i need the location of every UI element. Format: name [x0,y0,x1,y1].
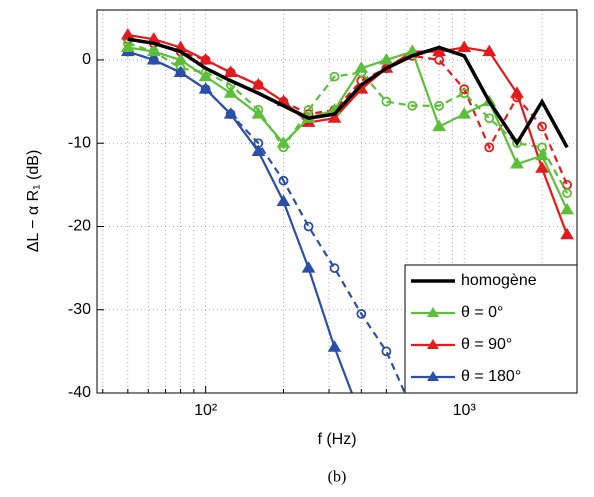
marker [173,65,188,77]
marker [198,52,213,65]
series-line [127,42,569,194]
marker [198,69,213,82]
legend-label: homogène [461,272,537,289]
marker [173,52,188,65]
marker [510,157,524,169]
marker [301,261,316,273]
marker [355,412,367,422]
y-tick-label: -10 [68,134,91,151]
y-tick-label: -40 [68,384,91,401]
marker [562,188,573,199]
marker [381,346,392,357]
marker [535,148,549,161]
marker [278,175,289,186]
marker [407,100,418,111]
y-tick-label: -30 [68,301,91,318]
marker [434,100,445,111]
marker [457,40,472,52]
legend-marker [427,307,439,317]
marker [408,406,416,414]
x-axis-label: f (Hz) [317,431,356,448]
y-tick-label: 0 [82,51,91,68]
marker [457,107,472,119]
legend-box [404,264,578,394]
marker [459,84,470,94]
marker [537,121,547,132]
y-tick-label: -20 [68,218,91,235]
marker [303,221,314,232]
marker [329,263,340,274]
marker [535,161,549,173]
marker [223,65,238,77]
marker [223,86,238,98]
legend-label: θ = 180° [461,368,521,385]
x-tick-label: 10² [194,402,218,419]
marker [276,194,291,206]
legend-label: θ = 0° [461,304,503,321]
marker [381,96,392,107]
x-tick-label: 10³ [453,402,477,419]
marker [251,77,266,90]
marker [198,82,213,94]
series-line [127,37,569,149]
marker [432,44,447,57]
marker [251,144,266,157]
marker [120,28,135,40]
legend-marker [427,339,439,349]
marker [146,52,161,65]
marker [120,40,135,52]
marker [512,138,522,149]
plot-frame [96,9,578,394]
marker [510,86,524,98]
plot-series [120,28,574,422]
marker [356,309,367,319]
series-line [127,46,569,211]
marker [484,142,495,153]
legend-label: θ = 90° [461,336,512,353]
marker [251,107,266,119]
marker [146,44,161,57]
marker [276,136,291,148]
series-line [127,50,354,393]
legend-marker [427,371,439,381]
marker [329,71,340,82]
caption: (b) [328,469,347,486]
marker [327,340,342,352]
marker [354,61,369,73]
marker [379,52,394,65]
y-axis-label: ΔL − α R₁ (dB) [25,150,42,253]
marker [223,107,238,119]
marker [459,88,470,99]
marker [327,111,342,123]
marker [560,202,574,215]
marker [484,113,495,124]
marker [482,44,497,57]
marker [560,227,574,240]
series-line [127,33,569,236]
marker [432,119,447,132]
